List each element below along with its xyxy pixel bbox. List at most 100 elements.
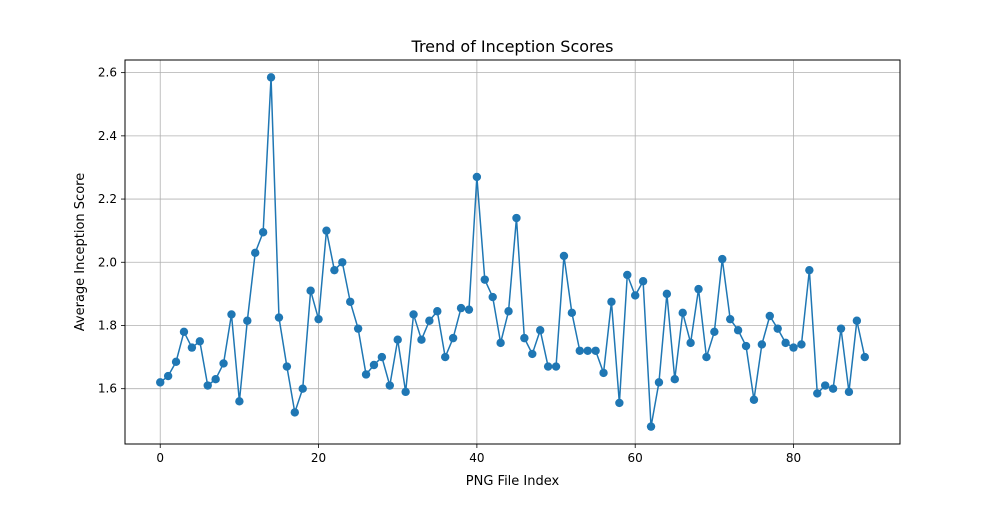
data-point [496,338,505,348]
data-point [773,324,782,333]
data-point [195,337,205,346]
data-point [654,378,664,387]
data-point [536,326,545,335]
data-point [346,297,355,306]
axis-ticks: 0 20 40 60 80 1.6 1.8 2.0 2.2 2.4 2.6 [98,66,801,465]
data-point [678,308,687,318]
data-point [353,324,363,333]
data-point [725,314,735,324]
data-point [235,397,244,406]
data-point [781,338,790,348]
data-point [425,316,434,325]
x-tick-label: 80 [786,451,801,465]
data-point [156,378,165,387]
data-point [520,333,529,343]
data-point [456,303,466,313]
data-point [638,277,648,286]
y-axis-label: Average Inception Score [73,173,88,331]
data-point [211,375,220,384]
data-point [646,422,656,431]
data-point [559,251,569,261]
data-point [631,291,640,300]
data-point [828,384,838,393]
data-point [504,307,513,316]
data-point [575,346,584,355]
data-point [765,311,774,321]
data-point [251,248,260,257]
data-point [718,254,727,264]
data-point [670,375,679,384]
chart-title: Trend of Inception Scores [411,37,614,56]
data-point [179,327,189,337]
plot-frame [124,59,901,445]
data-point [369,360,379,370]
grid [125,60,900,444]
data-point [163,371,173,381]
data-point [290,408,300,417]
data-point [298,384,307,393]
x-axis-label: PNG File Index [466,474,560,489]
y-tick-label: 2.2 [98,192,117,206]
x-tick-label: 60 [628,451,643,465]
data-point [860,352,869,362]
data-point [258,228,268,237]
data-point [227,310,236,319]
data-point [607,297,616,306]
data-point [203,381,212,390]
data-point [266,73,276,82]
data-point [805,265,814,275]
data-point [844,387,854,397]
data-point [741,341,751,351]
y-tick-label: 1.8 [98,318,117,332]
data-point [441,352,450,362]
data-point [361,370,371,379]
data-point [686,338,695,348]
data-point [797,340,806,349]
data-point [306,286,315,295]
data-point [789,343,798,352]
data-series [156,73,869,431]
data-point [733,326,743,335]
data-point [543,362,553,371]
data-point [512,213,521,223]
data-point [393,335,402,344]
y-tick-label: 2.4 [98,129,117,143]
data-point [385,381,394,390]
x-tick-label: 40 [469,451,484,465]
data-point [377,352,387,362]
data-point [171,357,181,367]
data-point [322,226,331,235]
data-point [551,362,561,371]
data-point [417,335,426,344]
data-point [852,316,862,325]
data-point [662,289,672,299]
data-point [243,316,252,325]
data-point [187,343,197,352]
data-point [820,381,830,390]
data-point [433,307,442,316]
data-point [599,368,608,378]
data-point [623,270,632,280]
data-point [488,292,497,302]
data-point [567,308,577,318]
data-point [749,395,759,404]
data-point [591,346,600,355]
x-tick-label: 20 [311,451,326,465]
data-point [219,359,228,368]
data-point [282,362,292,371]
x-tick-label: 0 [156,451,164,465]
data-point [409,310,418,319]
y-tick-label: 1.6 [98,382,117,396]
data-point [464,305,474,314]
data-point [836,324,846,333]
y-tick-label: 2.6 [98,66,117,80]
series-line [159,76,866,428]
data-point [330,265,339,275]
data-point [314,314,323,324]
data-point [338,258,347,267]
y-tick-label: 2.0 [98,255,117,269]
data-point [615,398,624,408]
data-point [472,172,482,182]
